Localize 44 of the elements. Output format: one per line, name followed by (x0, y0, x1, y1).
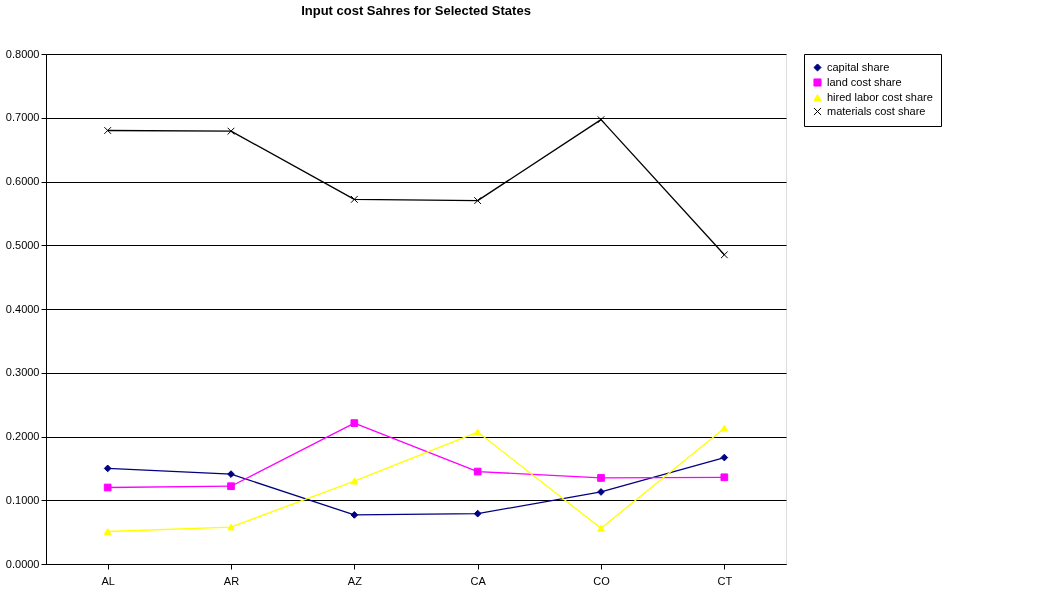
legend-label: hired labor cost share (827, 90, 933, 103)
y-tick-label: 0.5000 (5, 238, 40, 251)
point (350, 477, 359, 485)
point (473, 467, 482, 476)
y-tick-label: 0.6000 (5, 175, 40, 187)
point (720, 250, 729, 259)
point (227, 470, 235, 478)
point (103, 464, 112, 473)
point (227, 127, 235, 135)
point (103, 126, 112, 135)
point (227, 523, 235, 531)
y-tick-label: 0.2000 (5, 430, 40, 442)
x-tick-label: CA (470, 574, 487, 587)
point (350, 511, 359, 519)
x-tick-label: CO (593, 574, 611, 587)
point (473, 196, 482, 205)
y-tick-label: 0.7000 (5, 111, 40, 124)
x-tick-label: CT (717, 574, 733, 587)
y-tick-label: 0.3000 (5, 366, 40, 379)
point (103, 483, 112, 492)
chart-title: Input cost Sahres for Selected States (301, 3, 531, 18)
point (720, 424, 729, 432)
point (720, 473, 729, 482)
point (597, 524, 605, 532)
point (350, 419, 359, 427)
y-tick-label: 0.8000 (5, 47, 40, 60)
point (227, 482, 235, 491)
x-tick-label: AZ (347, 574, 363, 587)
y-tick-label: 0.0000 (5, 557, 40, 570)
legend-label: land cost share (827, 75, 902, 88)
point (720, 453, 729, 462)
legend-label: materials cost share (827, 104, 926, 117)
point (473, 428, 482, 436)
point (597, 488, 605, 496)
point (597, 115, 605, 124)
point (597, 474, 605, 482)
x-tick-label: AR (223, 574, 240, 587)
y-tick-label: 0.4000 (5, 302, 40, 315)
y-tick-label: 0.1000 (5, 493, 40, 506)
point (473, 509, 482, 518)
point (350, 195, 359, 204)
legend-label: capital share (827, 60, 890, 73)
x-tick-label: AL (101, 574, 115, 587)
point (103, 528, 112, 535)
